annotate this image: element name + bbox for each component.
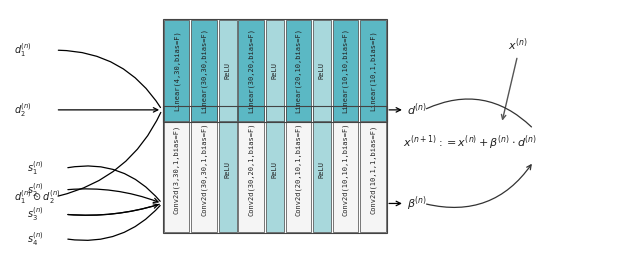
Text: Linear(10,1,bias=F): Linear(10,1,bias=F) <box>370 30 376 111</box>
Text: Conv2d(10,10,1,bias=F): Conv2d(10,10,1,bias=F) <box>342 123 349 216</box>
Bar <box>239 20 264 121</box>
Text: Conv2d(30,20,1,bias=F): Conv2d(30,20,1,bias=F) <box>248 123 255 216</box>
Text: Linear(30,30,bias=F): Linear(30,30,bias=F) <box>201 28 207 113</box>
Text: ReLU: ReLU <box>272 62 278 79</box>
Text: $x^{(n+1)} := x^{(n)} + \beta^{(n)} \cdot d^{(n)}$: $x^{(n+1)} := x^{(n)} + \beta^{(n)} \cdo… <box>403 133 537 152</box>
Bar <box>163 19 387 122</box>
Bar <box>191 107 217 232</box>
Bar <box>333 20 358 121</box>
Text: ReLU: ReLU <box>225 62 230 79</box>
Text: $x^{(n)}$: $x^{(n)}$ <box>508 36 527 53</box>
Text: $\beta^{(n)}$: $\beta^{(n)}$ <box>406 194 427 213</box>
Text: $s_3^{(n)}$: $s_3^{(n)}$ <box>27 206 44 223</box>
Bar <box>239 107 264 232</box>
Text: $d^{(n)}$: $d^{(n)}$ <box>406 102 427 118</box>
Text: $d_2^{(n)}$: $d_2^{(n)}$ <box>14 101 32 119</box>
Bar <box>285 107 311 232</box>
Text: Conv2d(20,10,1,bias=F): Conv2d(20,10,1,bias=F) <box>295 123 301 216</box>
Text: ReLU: ReLU <box>319 161 325 178</box>
Bar <box>191 20 217 121</box>
Text: $s_4^{(n)}$: $s_4^{(n)}$ <box>27 230 44 248</box>
Bar <box>163 106 387 233</box>
Bar <box>360 20 386 121</box>
Text: ReLU: ReLU <box>272 161 278 178</box>
Text: Linear(10,10,bias=F): Linear(10,10,bias=F) <box>342 28 349 113</box>
Bar <box>266 107 284 232</box>
Bar <box>285 20 311 121</box>
Text: Linear(30,20,bias=F): Linear(30,20,bias=F) <box>248 28 255 113</box>
Bar <box>313 20 331 121</box>
Bar <box>164 20 189 121</box>
Bar <box>219 107 237 232</box>
Text: $s_2^{(n)}$: $s_2^{(n)}$ <box>27 181 44 199</box>
Bar <box>360 107 386 232</box>
Bar <box>219 20 237 121</box>
Text: Conv2d(3,30,1,bias=F): Conv2d(3,30,1,bias=F) <box>173 125 180 214</box>
Text: ReLU: ReLU <box>319 62 325 79</box>
Text: $s_1^{(n)}$: $s_1^{(n)}$ <box>27 159 44 177</box>
Bar <box>266 20 284 121</box>
Text: Conv2d(10,1,1,bias=F): Conv2d(10,1,1,bias=F) <box>370 125 376 214</box>
Bar <box>313 107 331 232</box>
Bar <box>333 107 358 232</box>
Bar <box>164 107 189 232</box>
Text: Linear(20,10,bias=F): Linear(20,10,bias=F) <box>295 28 301 113</box>
Text: $d_1^{(n)} \odot d_2^{(n)}$: $d_1^{(n)} \odot d_2^{(n)}$ <box>14 188 61 206</box>
Text: Conv2d(30,30,1,bias=F): Conv2d(30,30,1,bias=F) <box>201 123 207 216</box>
Text: $d_1^{(n)}$: $d_1^{(n)}$ <box>14 41 32 59</box>
Text: ReLU: ReLU <box>225 161 230 178</box>
Text: Linear(4,30,bias=F): Linear(4,30,bias=F) <box>173 30 180 111</box>
